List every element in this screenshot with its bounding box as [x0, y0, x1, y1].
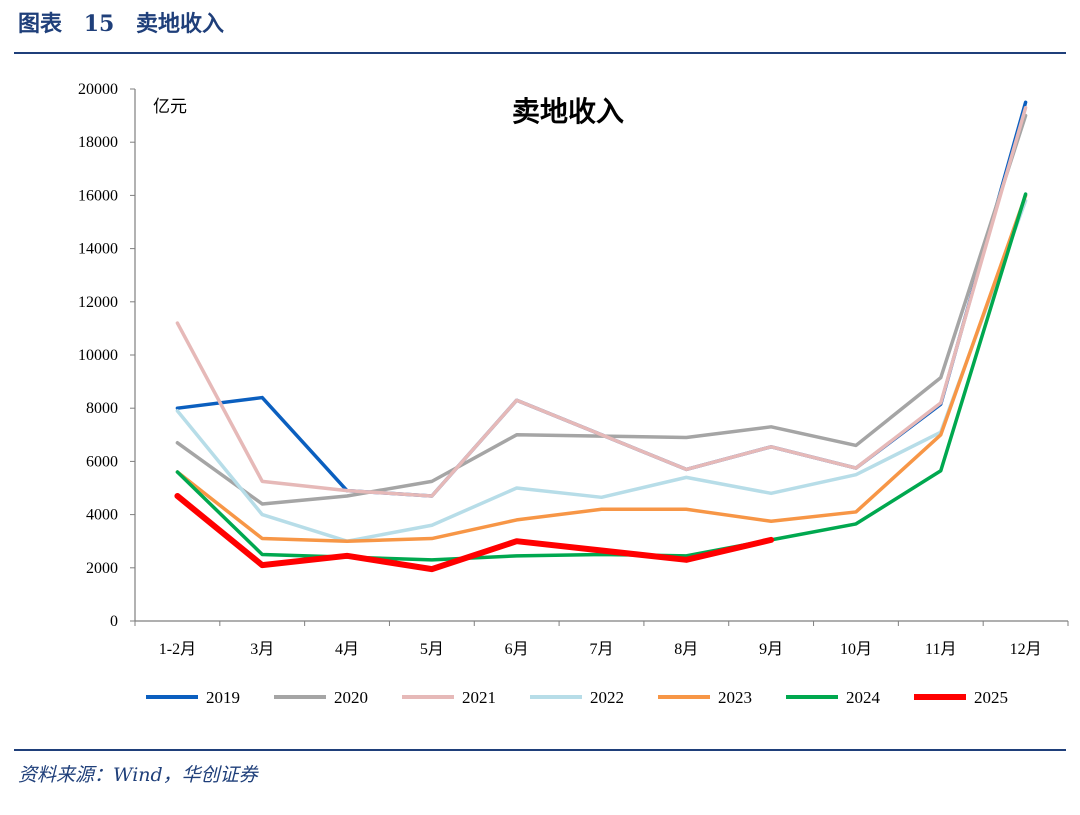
figure-title: 卖地收入	[135, 11, 224, 37]
x-tick-label: 1-2月	[159, 641, 196, 658]
series-line-2022	[175, 198, 1028, 543]
y-tick-label: 10000	[78, 347, 118, 364]
legend-item-2020: 2020	[274, 688, 368, 707]
legend-item-2021: 2021	[402, 688, 496, 707]
legend-label: 2022	[590, 688, 624, 707]
header-rule	[14, 52, 1066, 54]
legend-item-2025: 2025	[914, 688, 1008, 707]
y-tick-label: 2000	[86, 560, 118, 577]
y-tick-label: 0	[110, 613, 118, 630]
y-tick-label: 14000	[78, 241, 118, 258]
legend-item-2023: 2023	[658, 688, 752, 707]
y-axis-unit: 亿元	[153, 97, 187, 117]
y-tick-label: 6000	[86, 453, 118, 470]
figure-header: 图表 15 卖地收入	[18, 6, 238, 38]
y-tick-label: 20000	[78, 81, 118, 98]
y-tick-label: 4000	[86, 507, 118, 524]
legend-label: 2023	[718, 688, 752, 707]
figure-label: 图表	[18, 11, 63, 37]
x-tick-label: 5月	[420, 641, 444, 658]
figure-number: 15	[83, 11, 115, 37]
x-tick-label: 7月	[589, 641, 613, 658]
x-tick-label: 11月	[925, 641, 956, 658]
y-tick-label: 8000	[86, 400, 118, 417]
legend-label: 2025	[974, 688, 1008, 707]
legend-item-2024: 2024	[786, 688, 881, 707]
x-tick-label: 12月	[1010, 641, 1042, 658]
x-tick-label: 4月	[335, 641, 359, 658]
legend-label: 2024	[846, 688, 881, 707]
y-tick-label: 18000	[78, 134, 118, 151]
series-line-2023	[175, 193, 1028, 543]
x-tick-label: 9月	[759, 641, 783, 658]
legend-label: 2019	[206, 688, 240, 707]
chart-title: 卖地收入	[512, 96, 624, 128]
legend-item-2022: 2022	[530, 688, 624, 707]
series-line-2021	[175, 105, 1028, 498]
legend-label: 2021	[462, 688, 496, 707]
x-tick-label: 3月	[250, 641, 274, 658]
series-line-2025	[174, 492, 775, 573]
source-note: 资料来源：Wind，华创证券	[18, 764, 258, 786]
x-tick-label: 6月	[505, 641, 529, 658]
line-chart: 卖地收入 亿元 0 2000 4000 6000 8000 10000 12000 14000…	[78, 81, 1069, 707]
x-tick-label: 10月	[840, 641, 872, 658]
series-line-2024	[175, 192, 1028, 562]
legend-label: 2020	[334, 688, 368, 707]
footer-rule	[14, 749, 1066, 751]
y-tick-label: 16000	[78, 187, 118, 204]
legend-item-2019: 2019	[146, 688, 240, 707]
y-tick-label: 12000	[78, 294, 118, 311]
x-tick-label: 8月	[674, 641, 698, 658]
